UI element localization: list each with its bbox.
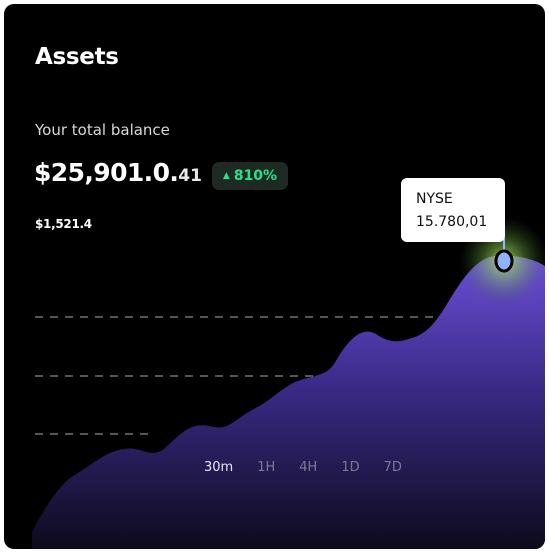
up-arrow-icon: ▲: [222, 170, 230, 181]
price-tooltip: NYSE 15.780,01: [401, 178, 505, 242]
tooltip-value: 15.780,01: [416, 214, 488, 230]
timeframe-tabs: 30m 1H 4H 1D 7D: [204, 460, 426, 475]
total-balance: $25,901.0.41: [34, 158, 202, 187]
peak-marker[interactable]: [494, 249, 514, 273]
tab-7d[interactable]: 7D: [383, 460, 402, 475]
balance-main: $25,901.0.: [34, 158, 179, 187]
tab-1d[interactable]: 1D: [341, 460, 360, 475]
tab-30m[interactable]: 30m: [204, 460, 234, 475]
balance-label: Your total balance: [35, 121, 170, 139]
change-badge: ▲ 810%: [212, 162, 288, 190]
tooltip-market: NYSE: [416, 191, 453, 207]
card-title: Assets: [35, 44, 119, 70]
tab-4h[interactable]: 4H: [299, 460, 318, 475]
secondary-balance: $1,521.4: [35, 217, 92, 231]
area-fill: [32, 255, 545, 549]
grid-lines: [35, 316, 462, 435]
change-percent: 810%: [233, 168, 278, 184]
assets-card: Assets Your total balance $25,901.0.41 ▲…: [4, 4, 545, 549]
tab-1h[interactable]: 1H: [257, 460, 276, 475]
balance-cents: 41: [178, 166, 202, 186]
